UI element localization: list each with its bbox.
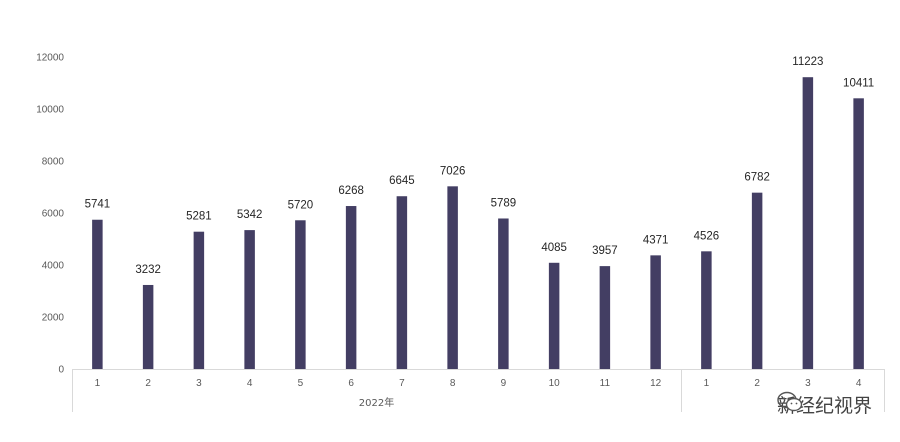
data-label: 5789: [491, 197, 517, 209]
x-tick-label: 4: [247, 378, 253, 389]
group-label: 2022年: [359, 396, 394, 409]
x-tick-label: 11: [600, 378, 611, 389]
watermark-text: 新经纪视界: [776, 395, 872, 417]
x-tick-label: 1: [95, 378, 101, 389]
bar: [751, 192, 763, 369]
bar: [802, 77, 814, 370]
y-tick-label: 12000: [36, 53, 64, 64]
data-label: 10411: [843, 77, 874, 89]
bar: [345, 206, 357, 369]
y-tick-label: 8000: [42, 157, 65, 168]
bar: [650, 255, 661, 369]
bar: [853, 98, 864, 370]
bar: [548, 262, 560, 369]
watermark: 新经纪视界: [777, 391, 872, 418]
data-label: 5720: [288, 199, 314, 211]
data-label: 11223: [792, 56, 823, 68]
bar: [193, 231, 205, 369]
x-tick-label: 3: [196, 378, 202, 389]
data-label: 5342: [237, 209, 263, 221]
x-tick-label: 3: [805, 378, 811, 389]
data-label: 6782: [744, 172, 770, 184]
x-tick-label: 5: [298, 378, 304, 389]
y-tick-label: 4000: [42, 261, 65, 272]
x-tick-label: 9: [501, 378, 507, 389]
data-label: 4371: [643, 234, 669, 246]
data-label: 5281: [186, 211, 212, 223]
x-tick-label: 2: [145, 378, 151, 389]
bar: [396, 196, 408, 369]
bar: [142, 284, 154, 369]
bar: [244, 230, 255, 369]
data-label: 6268: [338, 185, 364, 197]
data-label: 3232: [135, 264, 161, 276]
x-tick-label: 7: [399, 378, 405, 389]
x-tick-label: 10: [549, 378, 561, 389]
bar: [498, 218, 509, 369]
x-tick-label: 2: [754, 378, 760, 389]
data-label: 4526: [694, 230, 720, 242]
data-label: 7026: [440, 165, 466, 177]
data-label: 5741: [85, 199, 111, 211]
x-tick-label: 6: [348, 378, 354, 389]
data-label: 3957: [592, 245, 618, 257]
bar: [599, 266, 611, 369]
x-tick-label: 8: [450, 378, 456, 389]
bar: [701, 251, 712, 369]
y-tick-label: 10000: [36, 105, 64, 116]
wechat-icon: [777, 391, 803, 412]
x-tick-label: 12: [650, 378, 662, 389]
bar: [92, 219, 103, 369]
data-label: 4085: [541, 242, 567, 254]
y-tick-label: 0: [58, 365, 64, 376]
y-tick-label: 6000: [42, 209, 65, 220]
y-tick-label: 2000: [42, 313, 65, 324]
bar: [447, 186, 458, 369]
x-tick-label: 4: [856, 378, 862, 389]
x-tick-label: 1: [704, 378, 710, 389]
bar: [295, 220, 306, 369]
data-label: 6645: [389, 175, 415, 187]
